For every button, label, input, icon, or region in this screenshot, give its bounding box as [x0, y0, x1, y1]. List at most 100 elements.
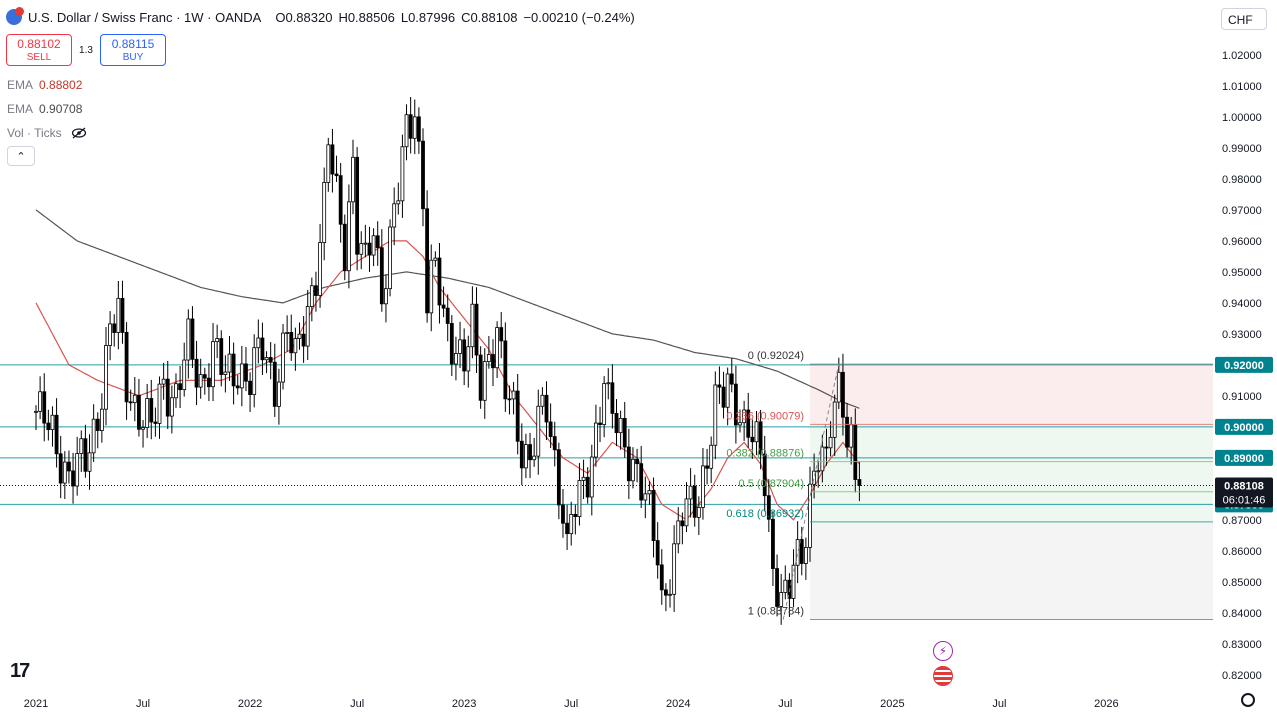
collapse-legend-button[interactable]: ⌃ [7, 146, 35, 166]
candle-body [157, 383, 162, 424]
x-axis-tick-label: 2023 [452, 698, 476, 710]
candle-body [828, 436, 833, 449]
candle-body [565, 522, 569, 535]
candle-body [314, 285, 318, 296]
candle-body [112, 323, 117, 333]
candle-body [248, 380, 252, 395]
candle-body [709, 444, 714, 469]
fib-level-label: 1 (0.83784) [748, 605, 804, 617]
candle-body [408, 114, 413, 139]
candle-body [486, 354, 491, 363]
candle-body [400, 146, 405, 202]
ema-slow-value: 0.90708 [39, 102, 83, 116]
candle-body [631, 458, 635, 482]
candle-body [334, 173, 339, 177]
candle-body [186, 318, 191, 361]
candle-body [149, 398, 154, 423]
candle-body [104, 345, 108, 410]
candle-body [169, 397, 174, 417]
high-key: H [338, 9, 348, 25]
candle-body [701, 465, 705, 508]
open-key: O [275, 9, 286, 25]
candle-body [128, 401, 133, 404]
candle-body [425, 208, 430, 314]
candle-body [841, 371, 845, 418]
candle-body [626, 446, 631, 482]
buy-button[interactable]: 0.88115 BUY [100, 34, 166, 66]
ema-slow-legend[interactable]: EMA 0.90708 [7, 102, 82, 116]
x-axis-tick-label: 2022 [238, 698, 262, 710]
candle-body [762, 453, 767, 497]
volume-legend[interactable]: Vol · Ticks [7, 126, 87, 140]
candle-body [491, 354, 495, 369]
event-bolt-icon[interactable]: ⚡ [933, 641, 953, 661]
bar-countdown-text: 06:01:46 [1223, 494, 1266, 506]
candle-body [223, 371, 228, 375]
candle-body [404, 114, 409, 148]
high-value: 0.88506 [347, 9, 395, 25]
candle-body [594, 422, 598, 458]
tradingview-logo-icon[interactable]: 17 [10, 660, 30, 682]
candle-body [668, 593, 672, 596]
candle-body [108, 323, 113, 346]
candle-body [655, 540, 660, 566]
y-axis-tick-label: 0.99000 [1222, 143, 1262, 155]
candle-body [824, 446, 829, 449]
candle-body [433, 257, 438, 261]
candle-body [820, 446, 825, 472]
candle-body [305, 306, 310, 347]
candle-body [289, 332, 294, 354]
candle-body [198, 374, 203, 388]
candle-body [116, 297, 121, 333]
candle-body [351, 156, 355, 203]
candle-body [207, 377, 211, 388]
candle-body [42, 391, 47, 424]
candle-body [639, 463, 644, 501]
candle-body [346, 201, 351, 272]
symbol-title[interactable]: U.S. Dollar / Swiss Franc · 1W · OANDA [28, 9, 262, 25]
candle-body [132, 394, 137, 404]
eye-hidden-icon[interactable] [71, 127, 87, 139]
candle-body [738, 422, 742, 426]
y-axis-tick-label: 0.83000 [1222, 639, 1262, 651]
candle-body [441, 304, 446, 309]
candle-body [556, 449, 561, 506]
fib-zone-mid [809, 424, 1213, 522]
currency-selector[interactable]: CHF [1221, 8, 1267, 30]
candle-body [692, 485, 697, 518]
us-event-flag-icon[interactable] [933, 666, 953, 686]
candle-body [614, 413, 619, 434]
ema-fast-legend[interactable]: EMA 0.88802 [7, 78, 82, 92]
candle-body [495, 327, 500, 369]
y-axis-tick-label: 0.87000 [1222, 515, 1262, 527]
candle-body [211, 341, 215, 388]
candle-body [816, 470, 821, 473]
candle-body [178, 383, 182, 391]
candle-body [235, 385, 240, 389]
candle-body [478, 354, 483, 401]
sell-button[interactable]: 0.88102 SELL [6, 34, 72, 66]
candle-body [392, 203, 397, 228]
fib-zone-top [809, 364, 1213, 425]
level-price-badge [1215, 356, 1273, 373]
candle-body [161, 378, 166, 385]
x-axis-tick-label: Jul [350, 698, 364, 710]
candle-body [62, 461, 67, 484]
candle-body [721, 386, 726, 408]
candle-body [322, 182, 327, 243]
candle-body [536, 405, 541, 457]
candle-body [651, 490, 656, 541]
candle-body [231, 353, 236, 387]
settings-gear-icon[interactable] [1241, 693, 1255, 707]
candle-body [355, 156, 360, 255]
x-axis-tick-label: Jul [992, 698, 1006, 710]
candle-body [659, 564, 664, 591]
candle-body [384, 288, 388, 305]
candle-body [145, 398, 150, 428]
candle-body [239, 363, 244, 389]
candle-body [202, 374, 207, 379]
ema-fast-value: 0.88802 [39, 78, 83, 92]
candle-body [857, 479, 862, 486]
candle-body [46, 422, 51, 431]
